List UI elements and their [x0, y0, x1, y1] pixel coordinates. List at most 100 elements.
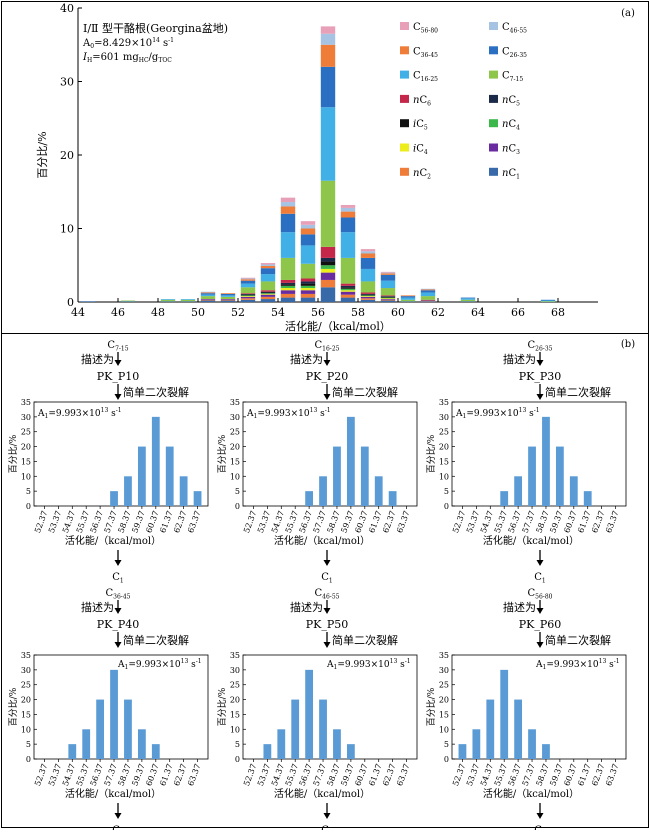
- flow-arrow-head: [536, 560, 544, 566]
- legend-label-sub: 16-25: [421, 76, 438, 83]
- bar: [277, 729, 286, 759]
- bar-segment-nC6: [300, 278, 316, 282]
- legend-label: nC1: [502, 168, 520, 181]
- bar-segment-nC6: [380, 295, 396, 297]
- bar-segment-C26-35: [240, 280, 256, 284]
- product-methane: C1: [534, 572, 545, 585]
- bar-segment-C56-80: [280, 197, 296, 203]
- small-chart-PK_P50: 05101520253035百分比/%52.3753.3754.3755.375…: [216, 651, 418, 800]
- y-axis-label: 百分比/%: [7, 687, 19, 726]
- legend-label-sub: 6: [427, 100, 431, 107]
- legend-label: C16-25: [413, 71, 438, 84]
- small-chart-PK_P20: 05101520253035百分比/%52.3753.3754.3755.375…: [216, 398, 418, 547]
- small-chart-PK_P60: 05101520253035百分比/%52.3753.3754.3755.375…: [425, 651, 627, 800]
- a0-value: =8.429×10: [94, 38, 152, 49]
- kinetic-model-name: PK_P10: [97, 370, 140, 383]
- bar-segment-C56-80: [240, 277, 256, 279]
- rate-unit: s: [108, 409, 116, 419]
- source-fraction: C26-35: [528, 340, 553, 353]
- bar-segment-C26-35: [540, 299, 556, 301]
- flow-arrow-head: [114, 642, 122, 648]
- source-fraction: C36-45: [106, 588, 131, 601]
- legend-label-sub: 36-45: [421, 52, 438, 59]
- x-tick-label: 63.37: [186, 510, 202, 535]
- small-chart-PK_P30: 05101520253035百分比/%52.3753.3754.3755.375…: [425, 398, 627, 547]
- legend-label-base: C: [508, 168, 516, 179]
- bar-segment-nC3: [220, 299, 236, 300]
- y-tick-label: 30: [439, 666, 449, 675]
- y-tick-label: 30: [21, 413, 31, 422]
- bar: [110, 491, 118, 506]
- product-methane-base: C: [534, 572, 542, 583]
- bar-segment-iC4: [380, 298, 396, 300]
- bar-segment-C16-25: [180, 299, 196, 300]
- x-axis-label: 活化能/（kcal/mol）: [274, 534, 370, 547]
- bar-segment-nC1: [260, 299, 276, 302]
- bar-segment-C16-25: [540, 300, 556, 302]
- bar-segment-nC1: [120, 301, 136, 302]
- source-fraction: C16-25: [315, 340, 340, 353]
- rate-unit-exp: -1: [325, 407, 331, 414]
- y-tick-label: 30: [230, 413, 240, 422]
- y-tick-label: 25: [439, 428, 449, 437]
- bar-segment-nC3: [420, 299, 436, 301]
- bar-segment-C16-25: [300, 245, 316, 264]
- bar-segment-nC6: [320, 246, 336, 258]
- bar: [500, 491, 509, 506]
- plot-frame: [451, 654, 627, 760]
- bar-segment-iC4: [320, 268, 336, 273]
- legend-label-base: C: [419, 168, 427, 179]
- y-tick-label: 10: [21, 725, 31, 734]
- legend-label: C36-45: [413, 46, 438, 59]
- source-fraction-sub: 56-80: [535, 594, 552, 601]
- bar-segment-C16-25: [380, 280, 396, 289]
- panel-a-label: (a): [621, 8, 635, 19]
- legend-label-prefix: n: [502, 119, 508, 130]
- legend-label-base: C: [413, 46, 421, 57]
- legend-label: iC5: [413, 119, 428, 132]
- rate-prefix: A: [455, 409, 463, 419]
- flow-arrow-head: [323, 560, 331, 566]
- legend-label-sub: 1: [516, 173, 520, 180]
- panel-a-ih: IH=601 mgHC/gTOC: [82, 52, 172, 64]
- bar-segment-C46-55: [380, 272, 396, 274]
- cracking-label: 简单二次裂解: [332, 385, 398, 399]
- rate-sub: 1: [463, 413, 467, 420]
- bar-segment-C26-35: [420, 290, 436, 293]
- flow-arrow-head: [536, 608, 544, 614]
- ih-value: =601 mg: [92, 52, 139, 63]
- bar-segment-nC1: [340, 297, 356, 302]
- bar-segment-nC3: [280, 290, 296, 294]
- source-fraction-base: C: [315, 340, 323, 351]
- y-tick-label: 25: [439, 681, 449, 690]
- bar-segment-iC4: [360, 296, 376, 297]
- x-tick-label: 60: [391, 306, 405, 319]
- y-tick-label: 0: [235, 755, 240, 764]
- y-tick-label: 5: [26, 740, 31, 749]
- x-axis-label: 活化能/（kcal/mol）: [274, 787, 370, 800]
- bar-segment-C7-15: [160, 299, 176, 302]
- bar-segment-C36-45: [420, 289, 436, 291]
- legend-label-prefix: n: [413, 168, 419, 179]
- bar: [374, 476, 383, 506]
- bar-segment-nC1: [360, 299, 376, 302]
- bar-segment-C16-25: [260, 274, 276, 282]
- bar: [319, 699, 327, 759]
- bar-segment-nC1: [420, 301, 436, 302]
- legend-label-prefix: n: [502, 95, 508, 106]
- bar-segment-C7-15: [460, 299, 476, 302]
- bar-segment-C7-15: [240, 287, 256, 294]
- rate-annotation: A1=9.993×1013 s-1: [37, 407, 122, 420]
- product-methane-sub: 1: [120, 578, 124, 585]
- rate-annotation: A1=9.993×1013 s-1: [326, 658, 411, 671]
- rate-sub: 1: [543, 664, 547, 671]
- legend-swatch: [400, 119, 409, 128]
- bar-segment-iC5: [360, 294, 376, 296]
- small-chart-PK_P10: 05101520253035百分比/%52.3753.3754.3755.375…: [7, 398, 209, 547]
- flow-arrow-head: [536, 642, 544, 648]
- plot-frame: [242, 401, 418, 507]
- x-tick-label: 44: [71, 306, 85, 319]
- bar-segment-C56-80: [320, 26, 336, 34]
- source-fraction-sub: 36-45: [113, 594, 130, 601]
